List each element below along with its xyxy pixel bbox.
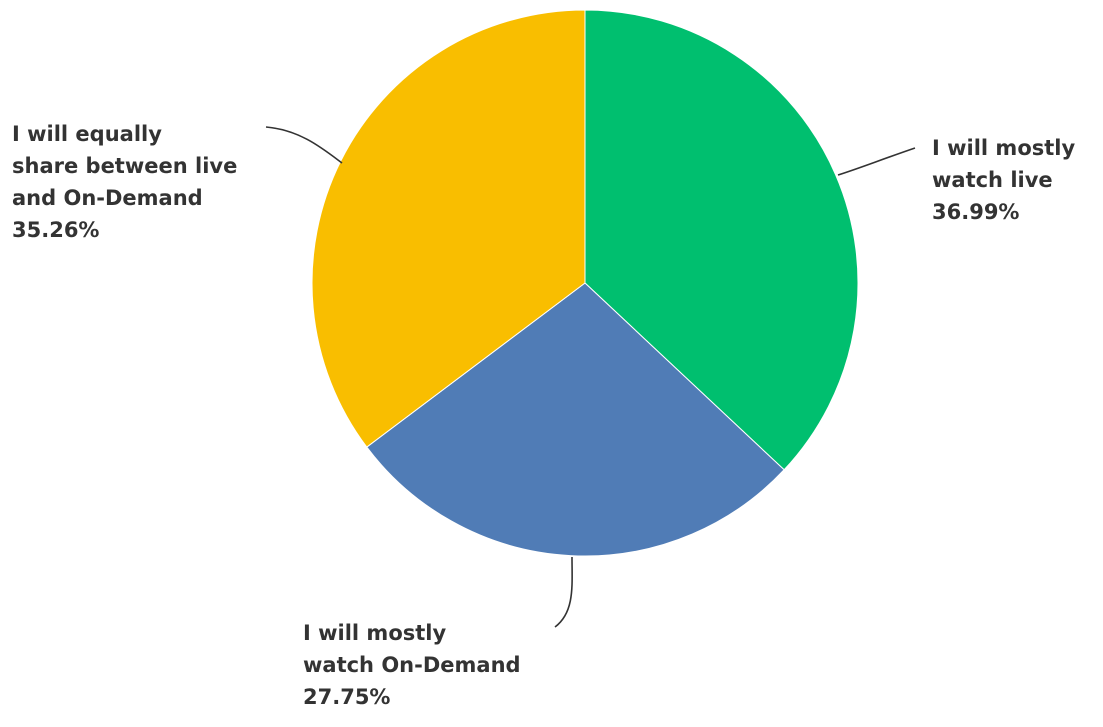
slice-label: I will equally share between live and On-D… (12, 122, 237, 242)
slice-label: I will mostly watch live 36.99% (932, 136, 1075, 224)
leader-line (554, 556, 573, 628)
slice-label-line: I will equally (12, 122, 162, 146)
slice-value-label: 36.99% (932, 200, 1019, 224)
slice-labels: I will mostly watch live 36.99%I will most… (12, 122, 1075, 709)
slice-equally-share (311, 9, 586, 448)
leader-line (837, 147, 916, 176)
slice-label: I will mostly watch On-Demand 27.75% (303, 621, 521, 709)
slice-value-label: 35.26% (12, 218, 99, 242)
slice-label-line: I will mostly (932, 136, 1075, 160)
slice-watch-on-demand (366, 282, 785, 557)
slice-label-line: watch live (932, 168, 1053, 192)
slice-label-line: watch On-Demand (303, 653, 521, 677)
slice-value-label: 27.75% (303, 685, 390, 709)
leader-lines (265, 126, 916, 628)
slice-watch-live (584, 9, 859, 471)
slice-label-line: I will mostly (303, 621, 446, 645)
pie-slices (311, 9, 859, 557)
leader-line (265, 126, 343, 164)
slice-label-line: share between live (12, 154, 237, 178)
slice-label-line: and On-Demand (12, 186, 203, 210)
